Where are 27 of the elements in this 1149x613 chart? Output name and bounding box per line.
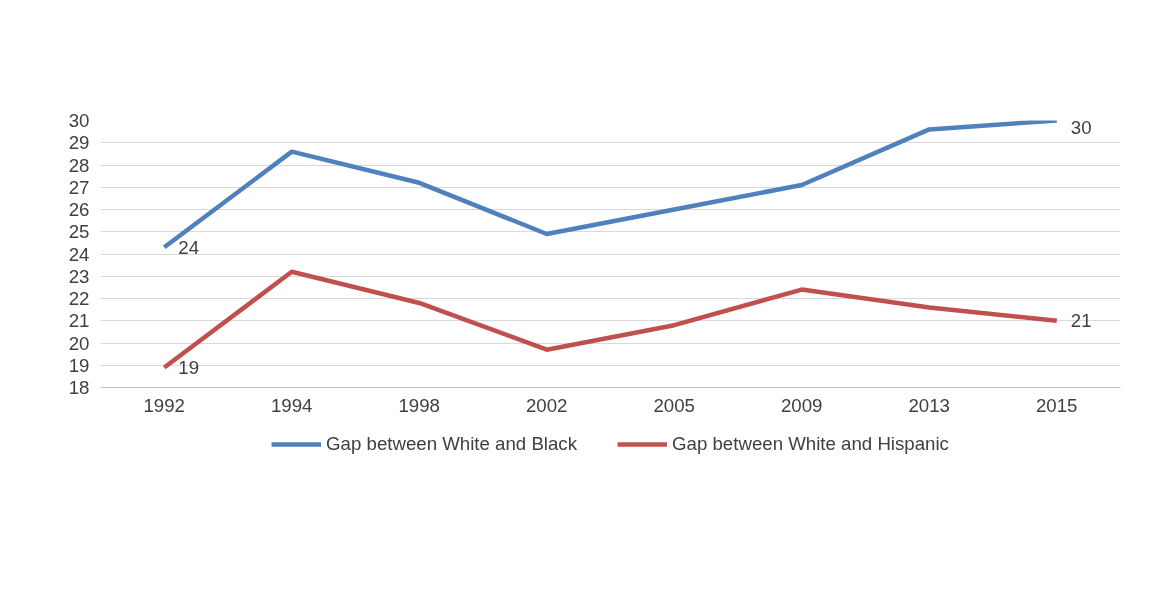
y-tick-label: 23 bbox=[68, 265, 90, 287]
x-tick-label: 1992 bbox=[143, 394, 186, 416]
y-tick-label: 20 bbox=[68, 332, 90, 354]
y-tick-label: 25 bbox=[68, 221, 90, 243]
y-tick-label: 21 bbox=[68, 310, 90, 332]
legend-label: Gap between White and Hispanic bbox=[672, 433, 949, 455]
y-tick-label: 29 bbox=[68, 132, 90, 154]
x-tick-label: 2015 bbox=[1036, 394, 1078, 416]
x-tick-label: 1998 bbox=[398, 394, 441, 416]
data-label: 24 bbox=[178, 236, 200, 258]
x-tick-label: 2002 bbox=[526, 394, 568, 416]
y-tick-label: 26 bbox=[68, 199, 90, 220]
y-tick-label: 22 bbox=[68, 288, 90, 309]
y-tick-label: 24 bbox=[68, 243, 90, 265]
y-tick-label: 28 bbox=[68, 154, 90, 176]
x-tick-label: 2005 bbox=[653, 394, 696, 416]
y-tick-label: 27 bbox=[68, 176, 90, 198]
data-label: 30 bbox=[1070, 116, 1092, 138]
y-tick-label: 30 bbox=[68, 110, 90, 131]
x-tick-label: 2013 bbox=[908, 394, 951, 416]
y-tick-label: 19 bbox=[68, 354, 90, 376]
x-tick-label: 1994 bbox=[271, 394, 313, 416]
data-label: 21 bbox=[1070, 310, 1092, 332]
x-tick-label: 2009 bbox=[781, 394, 823, 416]
data-label: 19 bbox=[178, 356, 200, 378]
legend-label: Gap between White and Black bbox=[326, 433, 578, 455]
y-tick-label: 18 bbox=[68, 377, 90, 398]
